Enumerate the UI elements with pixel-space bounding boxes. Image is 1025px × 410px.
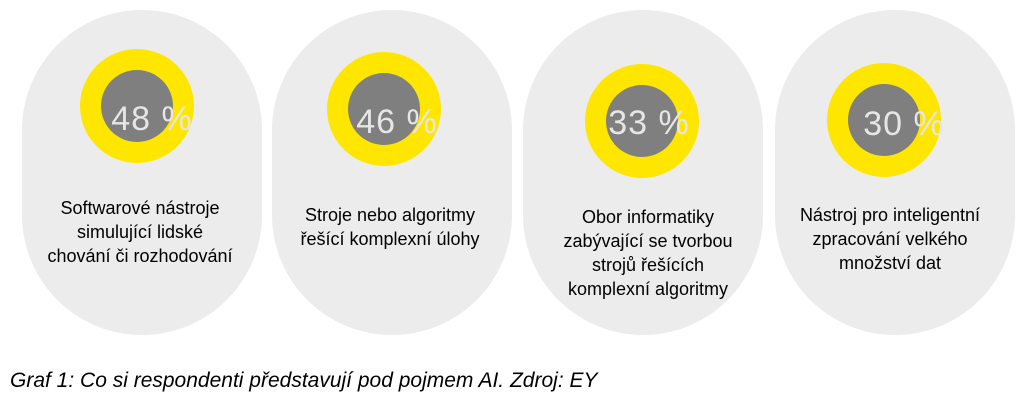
category-label-3: Obor informatiky zabývající se tvorbou s… — [563, 207, 733, 299]
donut-icon — [827, 63, 941, 177]
figure-caption: Graf 1: Co si respondenti představují po… — [10, 369, 598, 392]
donut-core — [848, 84, 920, 156]
value-label-4: 30 % — [863, 105, 945, 143]
donut-icon — [80, 49, 194, 163]
value-label-1: 48 % — [111, 100, 193, 138]
donut-icon — [585, 64, 699, 178]
category-label-1: Softwarové nástroje simulující lidské ch… — [47, 198, 233, 266]
category-label-2: Stroje nebo algoritmy řešící komplexní ú… — [300, 205, 480, 249]
donut-core — [101, 70, 173, 142]
donut-core — [348, 73, 420, 145]
value-label-2: 46 % — [356, 103, 438, 141]
category-label-4: Nástroj pro inteligentní zpracování velk… — [799, 205, 981, 273]
value-label-3: 33 % — [608, 104, 690, 142]
donut-core — [606, 85, 678, 157]
donut-icon — [327, 52, 441, 166]
